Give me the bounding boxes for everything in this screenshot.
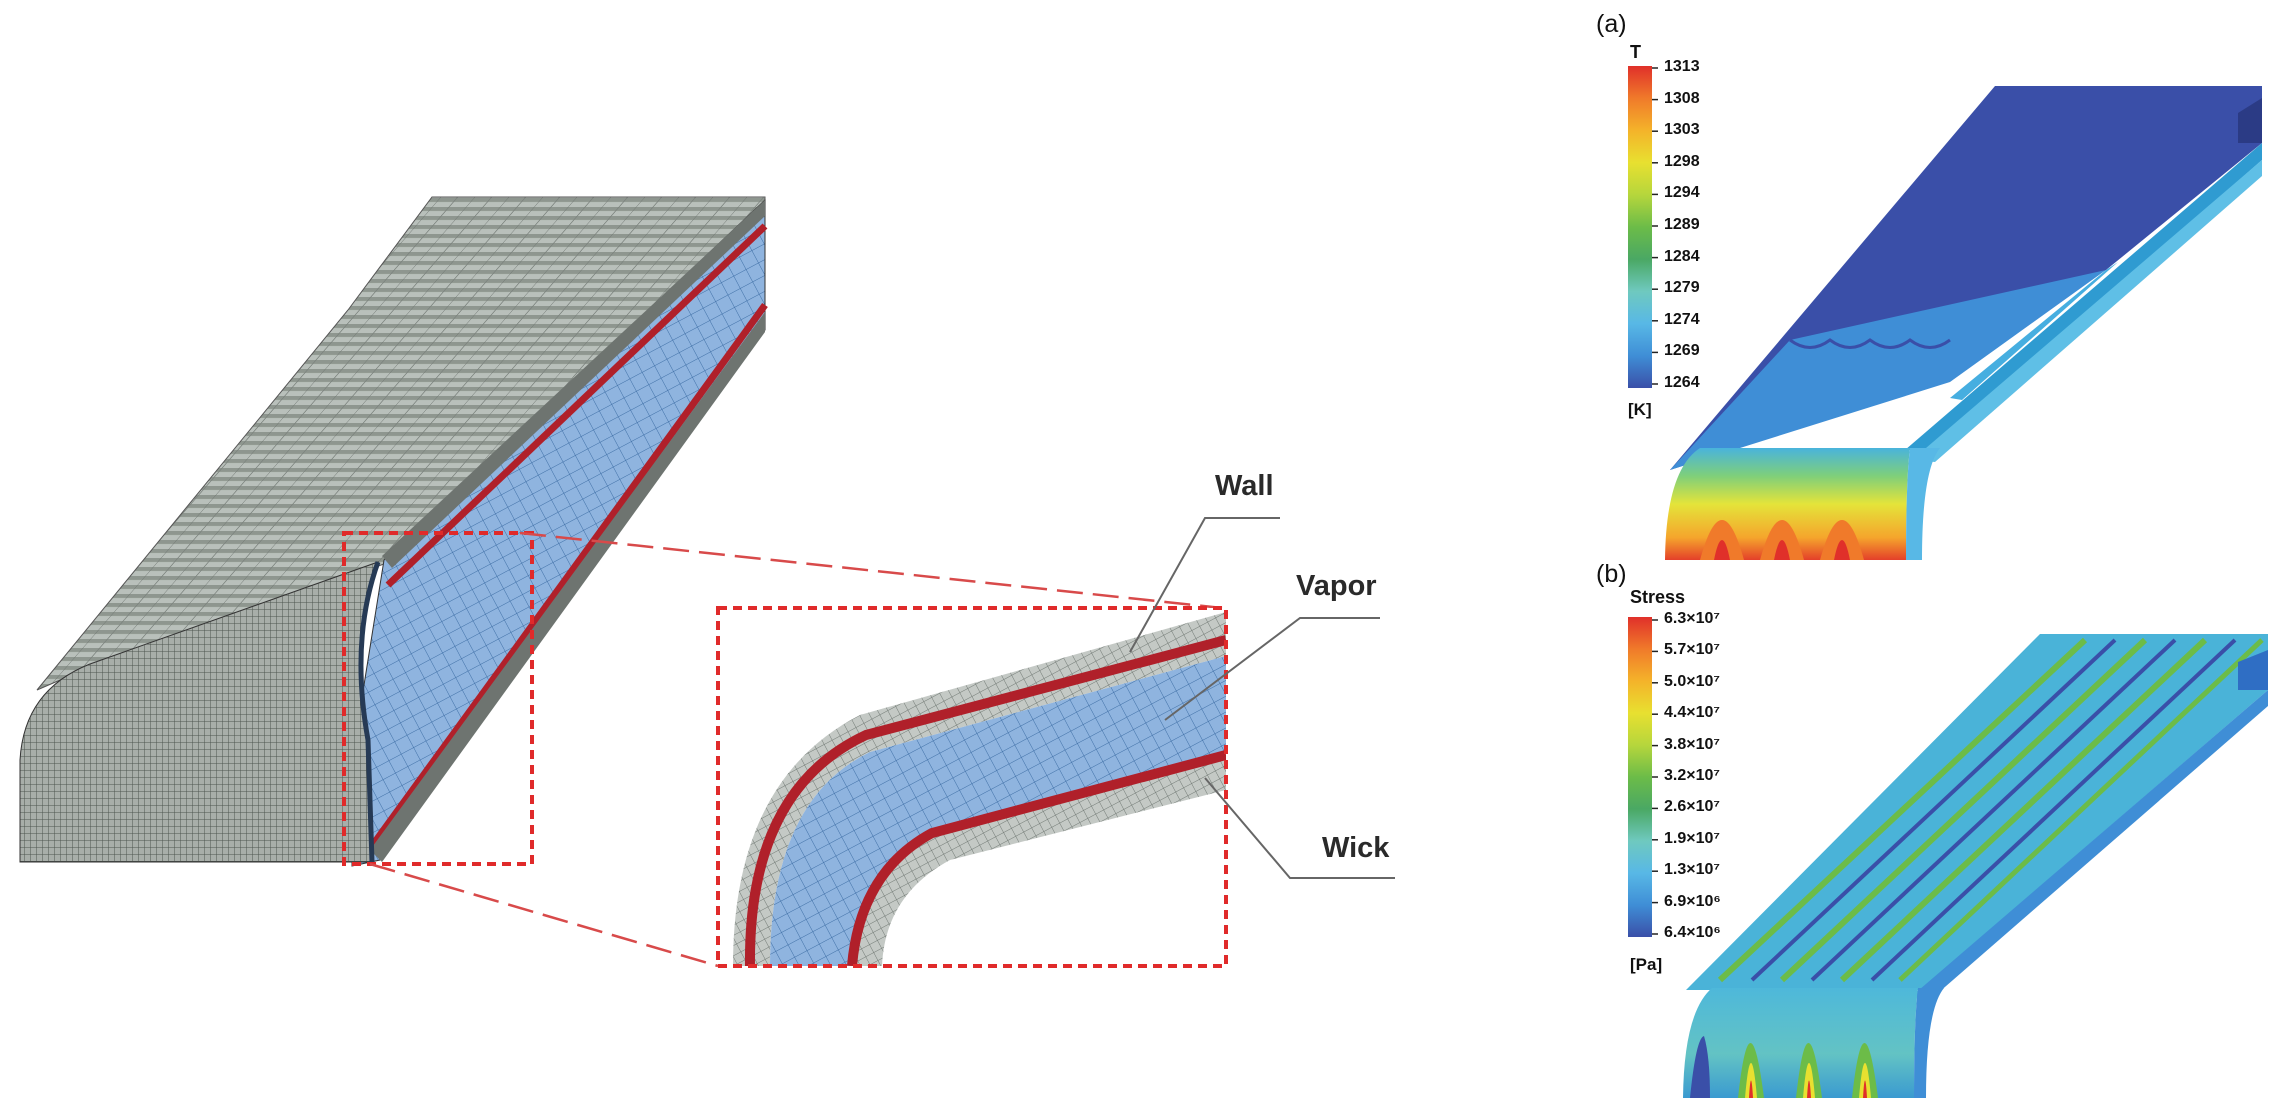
- panel-b-stress-plot: [1683, 634, 2268, 1098]
- inset-wick-inner: [847, 750, 1226, 966]
- highlight-box: [342, 531, 534, 866]
- panel-a-tick-label: 1298: [1664, 152, 1700, 170]
- panel-a-tick-label: 1279: [1664, 279, 1700, 297]
- zoom-inset: [716, 606, 1228, 968]
- connector-bottom: [369, 862, 719, 968]
- panel-b-tick-label: 5.0×10⁷: [1664, 672, 1720, 690]
- inset-wall-inner: [850, 752, 1226, 966]
- panel-a-warm-band: [1670, 270, 2106, 470]
- mesh-wick-upper: [385, 223, 768, 588]
- inset-wall-outer: [733, 612, 1226, 966]
- mesh-side-bottom: [370, 312, 765, 862]
- vapor-label: Vapor: [1296, 570, 1377, 602]
- panel-b-tick-label: 5.7×10⁷: [1664, 641, 1720, 659]
- panel-b-tick-label: 6.3×10⁷: [1664, 610, 1720, 627]
- panel-a-tick-label: 1303: [1664, 121, 1700, 139]
- panel-a-label: (a): [1596, 10, 1627, 38]
- panel-b-fins: [1717, 637, 2264, 983]
- callout-leaders: [1129, 517, 1395, 879]
- panel-b-label: (b): [1596, 560, 1627, 588]
- panel-b-tick-label: 4.4×10⁷: [1664, 704, 1720, 722]
- zoom-indicator: [342, 531, 1223, 968]
- panel-b-color-bar: [1628, 617, 1658, 937]
- panel-a-tick-label: 1274: [1664, 310, 1700, 328]
- panel-a-scale: [1628, 66, 1652, 388]
- panel-a-tick-label: 1289: [1664, 216, 1700, 233]
- panel-a-colorbar-title: T: [1630, 42, 1641, 62]
- panel-a-color-bar: [1628, 66, 1658, 388]
- panel-b-tick-label: 2.6×10⁷: [1664, 798, 1720, 816]
- wick-label: Wick: [1322, 832, 1390, 864]
- mesh-model: [19, 196, 768, 867]
- panel-b-tick-label: 1.3×10⁷: [1664, 861, 1720, 879]
- wall-label: Wall: [1215, 470, 1274, 502]
- inset-wick-outer: [744, 635, 1226, 966]
- panel-a-tick-label: 1264: [1664, 374, 1700, 391]
- mesh-bend-edge: [358, 561, 381, 863]
- wick-leader: [1204, 777, 1395, 879]
- vapor-leader: [1164, 617, 1380, 721]
- panel-a-tick-label: 1308: [1664, 89, 1700, 107]
- panel-b-tick-label: 1.9×10⁷: [1664, 829, 1720, 847]
- mesh-side-wall: [382, 200, 765, 568]
- panel-b-tick-marks: [1652, 619, 1658, 935]
- panel-a-unit: [K]: [1628, 400, 1652, 419]
- panel-a-tick-marks: [1652, 67, 1658, 385]
- panel-a-tick-label: 1313: [1664, 58, 1700, 75]
- panel-a-side-rail: [1905, 143, 2262, 450]
- panel-a-tick-label: 1284: [1664, 247, 1700, 265]
- panel-b-unit: [Pa]: [1630, 955, 1663, 974]
- panel-b-side-rail: [1912, 690, 2268, 1000]
- zoom-inset-frame: [716, 606, 1228, 968]
- panel-b-tick-label: 3.2×10⁷: [1664, 767, 1720, 784]
- panel-b-tick-label: 3.8×10⁷: [1664, 735, 1720, 753]
- panel-b-tick-label: 6.4×10⁶: [1664, 924, 1721, 941]
- panel-b-tick-label: 6.9×10⁶: [1664, 892, 1721, 910]
- panel-a-tick-label: 1294: [1664, 184, 1700, 202]
- panel-b-colorbar-title: Stress: [1630, 587, 1686, 607]
- mesh-wick-lower: [369, 302, 768, 849]
- connector-top: [519, 531, 1223, 610]
- panel-a-tick-label: 1269: [1664, 342, 1700, 360]
- wall-leader: [1129, 517, 1280, 653]
- panel-a-temperature-plot: [1665, 86, 2262, 560]
- panel-b-scale: [1628, 617, 1652, 937]
- panel-b-top-plate: [1686, 634, 2268, 990]
